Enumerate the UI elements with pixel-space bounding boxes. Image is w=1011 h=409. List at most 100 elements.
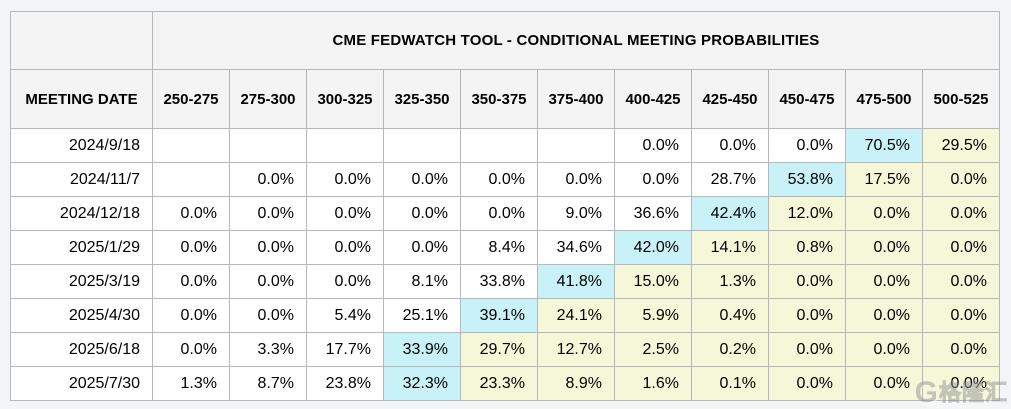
rate-range-header: 475-500 <box>845 69 923 129</box>
prob-cell: 1.3% <box>691 264 769 299</box>
prob-cell <box>460 128 538 163</box>
prob-cell: 0.0% <box>460 162 538 197</box>
meeting-date-header: MEETING DATE <box>10 69 153 129</box>
rate-range-header: 425-450 <box>691 69 769 129</box>
prob-cell: 23.8% <box>306 366 384 401</box>
rate-range-header: 450-475 <box>768 69 846 129</box>
prob-cell: 0.0% <box>768 332 846 367</box>
prob-cell <box>537 128 615 163</box>
prob-cell: 0.0% <box>383 162 461 197</box>
table-row: 2025/1/29 0.0% 0.0% 0.0% 0.0% 8.4% 34.6% 42.0% 1… <box>10 230 1000 265</box>
prob-cell: 0.0% <box>845 332 923 367</box>
prob-cell: 33.8% <box>460 264 538 299</box>
column-header-row: MEETING DATE 250-275 275-300 300-325 325-35… <box>10 69 1000 129</box>
prob-cell: 24.1% <box>537 298 615 333</box>
table-title: CME FEDWATCH TOOL - CONDITIONAL MEETING … <box>152 11 1000 70</box>
prob-cell: 0.0% <box>152 298 230 333</box>
prob-cell: 0.0% <box>152 196 230 231</box>
rate-range-header: 375-400 <box>537 69 615 129</box>
meeting-date-cell: 2025/6/18 <box>10 332 153 367</box>
table-row: 2025/4/30 0.0% 0.0% 5.4% 25.1% 39.1% 24.1% 5.9%… <box>10 298 1000 333</box>
prob-cell: 0.0% <box>229 264 307 299</box>
table-row: 2024/12/18 0.0% 0.0% 0.0% 0.0% 0.0% 9.0% 36.6% 4… <box>10 196 1000 231</box>
prob-cell: 12.7% <box>537 332 615 367</box>
prob-cell: 17.5% <box>845 162 923 197</box>
meeting-date-cell: 2025/4/30 <box>10 298 153 333</box>
title-row: CME FEDWATCH TOOL - CONDITIONAL MEETING … <box>10 11 1000 70</box>
prob-cell: 0.0% <box>229 298 307 333</box>
prob-cell <box>383 128 461 163</box>
rate-range-header: 250-275 <box>152 69 230 129</box>
prob-cell <box>152 162 230 197</box>
prob-cell: 0.4% <box>691 298 769 333</box>
prob-cell: 0.0% <box>152 332 230 367</box>
prob-cell <box>229 128 307 163</box>
prob-cell: 0.0% <box>306 230 384 265</box>
prob-cell: 1.3% <box>152 366 230 401</box>
prob-cell: 0.0% <box>691 128 769 163</box>
prob-cell <box>306 128 384 163</box>
prob-cell: 0.0% <box>229 196 307 231</box>
prob-cell: 0.0% <box>922 162 1000 197</box>
prob-cell: 8.1% <box>383 264 461 299</box>
meeting-date-cell: 2024/12/18 <box>10 196 153 231</box>
prob-cell: 0.0% <box>845 366 923 401</box>
prob-cell: 0.0% <box>614 128 692 163</box>
prob-cell: 5.4% <box>306 298 384 333</box>
prob-cell: 0.0% <box>922 264 1000 299</box>
meeting-date-cell: 2024/11/7 <box>10 162 153 197</box>
prob-cell: 0.0% <box>768 128 846 163</box>
prob-cell: 0.0% <box>460 196 538 231</box>
prob-cell: 0.0% <box>306 196 384 231</box>
prob-cell: 0.0% <box>845 298 923 333</box>
prob-cell: 42.4% <box>691 196 769 231</box>
prob-cell: 41.8% <box>537 264 615 299</box>
prob-cell: 5.9% <box>614 298 692 333</box>
prob-cell: 32.3% <box>383 366 461 401</box>
prob-cell: 42.0% <box>614 230 692 265</box>
rate-range-header: 400-425 <box>614 69 692 129</box>
prob-cell: 0.0% <box>922 298 1000 333</box>
prob-cell: 0.0% <box>152 230 230 265</box>
prob-cell: 0.0% <box>845 230 923 265</box>
prob-cell: 0.0% <box>768 298 846 333</box>
fedwatch-probabilities-table: CME FEDWATCH TOOL - CONDITIONAL MEETING … <box>10 11 1000 401</box>
rate-range-header: 500-525 <box>922 69 1000 129</box>
prob-cell: 0.2% <box>691 332 769 367</box>
prob-cell: 29.5% <box>922 128 1000 163</box>
prob-cell: 0.0% <box>768 264 846 299</box>
prob-cell: 0.0% <box>229 230 307 265</box>
prob-cell: 8.7% <box>229 366 307 401</box>
prob-cell: 1.6% <box>614 366 692 401</box>
prob-cell: 14.1% <box>691 230 769 265</box>
prob-cell: 0.0% <box>614 162 692 197</box>
prob-cell: 8.9% <box>537 366 615 401</box>
prob-cell: 2.5% <box>614 332 692 367</box>
prob-cell: 0.0% <box>845 264 923 299</box>
prob-cell: 0.0% <box>152 264 230 299</box>
prob-cell: 17.7% <box>306 332 384 367</box>
prob-cell: 0.0% <box>229 162 307 197</box>
prob-cell: 0.0% <box>383 196 461 231</box>
prob-cell: 39.1% <box>460 298 538 333</box>
prob-cell: 0.1% <box>691 366 769 401</box>
prob-cell: 36.6% <box>614 196 692 231</box>
prob-cell: 33.9% <box>383 332 461 367</box>
prob-cell: 0.0% <box>922 230 1000 265</box>
prob-cell: 9.0% <box>537 196 615 231</box>
prob-cell: 0.0% <box>537 162 615 197</box>
prob-cell: 0.0% <box>383 230 461 265</box>
prob-cell: 0.0% <box>306 162 384 197</box>
prob-cell: 0.8% <box>768 230 846 265</box>
meeting-date-cell: 2024/9/18 <box>10 128 153 163</box>
table-row: 2024/9/18 0.0% 0.0% 0.0% 70.5% 29.5% <box>10 128 1000 163</box>
corner-cell <box>10 11 153 70</box>
rate-range-header: 275-300 <box>229 69 307 129</box>
table-row: 2024/11/7 0.0% 0.0% 0.0% 0.0% 0.0% 0.0% 28.7% 53… <box>10 162 1000 197</box>
prob-cell: 29.7% <box>460 332 538 367</box>
prob-cell <box>152 128 230 163</box>
rate-range-header: 350-375 <box>460 69 538 129</box>
meeting-date-cell: 2025/3/19 <box>10 264 153 299</box>
rate-range-header: 325-350 <box>383 69 461 129</box>
prob-cell: 53.8% <box>768 162 846 197</box>
